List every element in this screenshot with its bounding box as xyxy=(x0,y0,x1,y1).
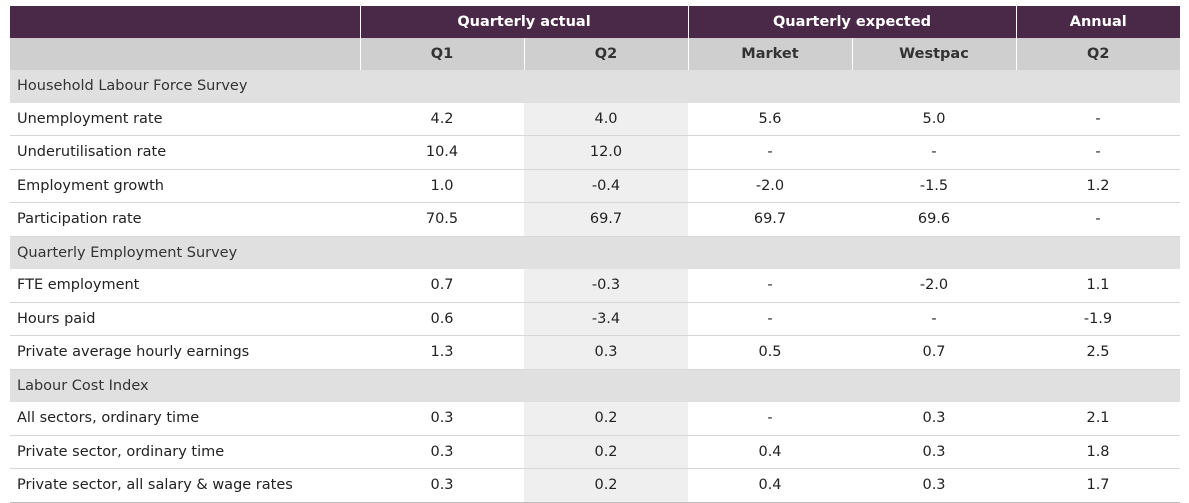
row-label: Participation rate xyxy=(10,202,360,237)
cell-westpac: - xyxy=(852,302,1016,336)
table-row: Participation rate 70.5 69.7 69.7 69.6 - xyxy=(10,202,1180,237)
group-header-quarterly-actual: Quarterly actual xyxy=(359,6,688,38)
row-label: Private average hourly earnings xyxy=(10,335,360,370)
cell-q2: 0.2 xyxy=(524,468,688,503)
cell-market: -2.0 xyxy=(688,169,852,203)
table-row: Hours paid 0.6 -3.4 - - -1.9 xyxy=(10,302,1180,336)
row-label: FTE employment xyxy=(10,269,360,303)
cell-annual-q2: 1.8 xyxy=(1016,435,1180,469)
cell-q2: 12.0 xyxy=(524,135,688,170)
row-label: Underutilisation rate xyxy=(10,135,360,170)
column-header-q2: Q2 xyxy=(523,38,688,70)
cell-westpac: 69.6 xyxy=(852,202,1016,237)
cell-q2: -3.4 xyxy=(524,302,688,336)
cell-q1: 0.6 xyxy=(360,302,524,336)
row-label: Hours paid xyxy=(10,302,360,336)
cell-westpac: 0.7 xyxy=(852,335,1016,370)
cell-annual-q2: - xyxy=(1016,135,1180,170)
cell-market: 0.4 xyxy=(688,435,852,469)
cell-westpac: - xyxy=(852,135,1016,170)
cell-market: - xyxy=(688,269,852,303)
cell-q1: 0.3 xyxy=(360,468,524,503)
column-header-market: Market xyxy=(687,38,852,70)
cell-annual-q2: - xyxy=(1016,102,1180,136)
cell-market: 69.7 xyxy=(688,202,852,237)
cell-q1: 0.3 xyxy=(360,435,524,469)
section-title: Household Labour Force Survey xyxy=(10,70,1180,103)
table-row: Private sector, all salary & wage rates … xyxy=(10,468,1180,503)
table-row: Underutilisation rate 10.4 12.0 - - - xyxy=(10,135,1180,170)
labour-market-table-container: Quarterly actual Quarterly expected Annu… xyxy=(10,6,1180,503)
cell-westpac: -1.5 xyxy=(852,169,1016,203)
table-row: Employment growth 1.0 -0.4 -2.0 -1.5 1.2 xyxy=(10,169,1180,203)
cell-q1: 1.0 xyxy=(360,169,524,203)
cell-market: - xyxy=(688,135,852,170)
cell-market: 0.4 xyxy=(688,468,852,503)
cell-market: - xyxy=(688,402,852,436)
column-header-blank xyxy=(10,38,360,70)
cell-q1: 4.2 xyxy=(360,102,524,136)
section-row: Household Labour Force Survey xyxy=(10,70,1180,103)
cell-annual-q2: - xyxy=(1016,202,1180,237)
cell-annual-q2: 2.5 xyxy=(1016,335,1180,370)
section-row: Quarterly Employment Survey xyxy=(10,236,1180,269)
section-title: Quarterly Employment Survey xyxy=(10,236,1180,269)
cell-annual-q2: -1.9 xyxy=(1016,302,1180,336)
cell-annual-q2: 2.1 xyxy=(1016,402,1180,436)
cell-q2: 0.2 xyxy=(524,435,688,469)
column-header-annual-q2: Q2 xyxy=(1015,38,1180,70)
section-title: Labour Cost Index xyxy=(10,369,1180,402)
column-header-westpac: Westpac xyxy=(851,38,1016,70)
row-label: Private sector, all salary & wage rates xyxy=(10,468,360,503)
section-row: Labour Cost Index xyxy=(10,369,1180,402)
cell-market: - xyxy=(688,302,852,336)
cell-q2: 4.0 xyxy=(524,102,688,136)
cell-westpac: -2.0 xyxy=(852,269,1016,303)
cell-annual-q2: 1.2 xyxy=(1016,169,1180,203)
cell-q1: 70.5 xyxy=(360,202,524,237)
cell-q1: 10.4 xyxy=(360,135,524,170)
cell-annual-q2: 1.1 xyxy=(1016,269,1180,303)
group-header-row: Quarterly actual Quarterly expected Annu… xyxy=(10,6,1180,38)
cell-westpac: 0.3 xyxy=(852,468,1016,503)
cell-market: 5.6 xyxy=(688,102,852,136)
column-header-row: Q1 Q2 Market Westpac Q2 xyxy=(10,38,1180,70)
labour-market-table: Quarterly actual Quarterly expected Annu… xyxy=(10,6,1180,503)
row-label: All sectors, ordinary time xyxy=(10,402,360,436)
cell-westpac: 0.3 xyxy=(852,435,1016,469)
table-row: Private sector, ordinary time 0.3 0.2 0.… xyxy=(10,435,1180,469)
column-header-q1: Q1 xyxy=(359,38,524,70)
cell-annual-q2: 1.7 xyxy=(1016,468,1180,503)
cell-market: 0.5 xyxy=(688,335,852,370)
group-header-annual: Annual xyxy=(1015,6,1180,38)
cell-q1: 0.3 xyxy=(360,402,524,436)
table-row: Unemployment rate 4.2 4.0 5.6 5.0 - xyxy=(10,102,1180,136)
cell-westpac: 0.3 xyxy=(852,402,1016,436)
row-label: Private sector, ordinary time xyxy=(10,435,360,469)
cell-q1: 1.3 xyxy=(360,335,524,370)
table-row: FTE employment 0.7 -0.3 - -2.0 1.1 xyxy=(10,269,1180,303)
table-row: All sectors, ordinary time 0.3 0.2 - 0.3… xyxy=(10,402,1180,436)
cell-q2: -0.3 xyxy=(524,269,688,303)
cell-q1: 0.7 xyxy=(360,269,524,303)
cell-westpac: 5.0 xyxy=(852,102,1016,136)
table-row: Private average hourly earnings 1.3 0.3 … xyxy=(10,335,1180,370)
cell-q2: 0.3 xyxy=(524,335,688,370)
row-label: Unemployment rate xyxy=(10,102,360,136)
cell-q2: 0.2 xyxy=(524,402,688,436)
cell-q2: -0.4 xyxy=(524,169,688,203)
cell-q2: 69.7 xyxy=(524,202,688,237)
group-header-quarterly-expected: Quarterly expected xyxy=(687,6,1016,38)
row-label: Employment growth xyxy=(10,169,360,203)
group-header-blank xyxy=(10,6,360,38)
